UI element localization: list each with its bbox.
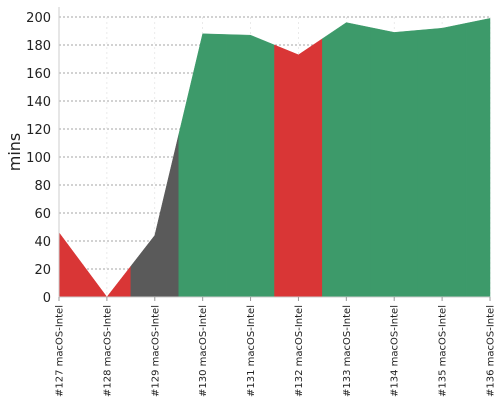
y-tick-label-60: 60 — [34, 207, 51, 222]
x-tick-label-5: #132 macOS-Intel — [294, 305, 305, 397]
x-tick-label-9: #136 macOS-Intel — [486, 305, 497, 397]
y-tick-labels: 0 20 40 60 80 100 120 140 160 180 200 — [26, 11, 51, 306]
area-segment-0 — [58, 231, 84, 298]
y-tick-label-20: 20 — [34, 263, 51, 278]
x-tick-label-7: #134 macOS-Intel — [390, 305, 401, 397]
y-tick-label-200: 200 — [26, 11, 51, 26]
y-tick-label-100: 100 — [26, 151, 51, 166]
axes — [58, 7, 490, 298]
area-segment-3 — [178, 33, 227, 298]
area-segment-7 — [370, 27, 419, 298]
x-tick-label-0: #127 macOS-Intel — [55, 305, 66, 397]
x-tick-label-6: #133 macOS-Intel — [342, 305, 353, 397]
y-tick-label-120: 120 — [26, 123, 51, 138]
x-tick-label-2: #129 macOS-Intel — [150, 305, 161, 397]
area-segment-5 — [274, 38, 323, 298]
y-tick-label-80: 80 — [34, 179, 51, 194]
y-tick-label-160: 160 — [26, 67, 51, 82]
y-tick-label-0: 0 — [43, 291, 51, 306]
y-tick-label-40: 40 — [34, 235, 51, 250]
y-tick-label-180: 180 — [26, 39, 51, 54]
x-tick-label-3: #130 macOS-Intel — [198, 305, 209, 397]
area-segment-9 — [465, 18, 491, 298]
area-segment-8 — [417, 22, 467, 298]
y-tick-label-140: 140 — [26, 95, 51, 110]
x-tick-label-8: #135 macOS-Intel — [438, 305, 449, 397]
x-tick-label-4: #131 macOS-Intel — [246, 305, 257, 397]
area-segment-6 — [322, 22, 371, 298]
y-axis-label: mins — [5, 133, 24, 172]
area-segments — [58, 18, 491, 298]
area-segment-4 — [226, 34, 275, 298]
x-tick-label-1: #128 macOS-Intel — [102, 305, 113, 397]
x-tick-labels: #127 macOS-Intel #128 macOS-Intel #129 mac… — [55, 297, 497, 397]
